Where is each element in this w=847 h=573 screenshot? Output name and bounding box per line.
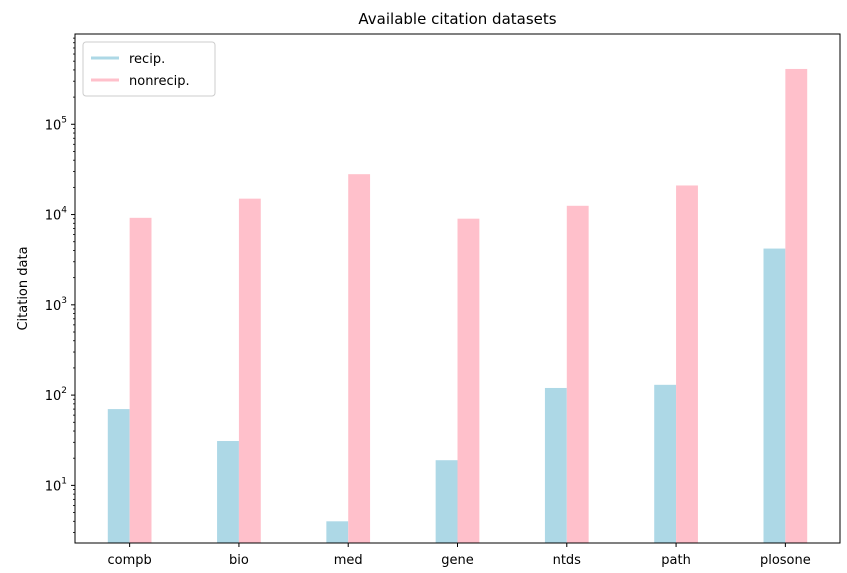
bars-group bbox=[107, 68, 808, 544]
chart-title: Available citation datasets bbox=[358, 10, 556, 28]
y-tick-label: 101 bbox=[45, 476, 67, 494]
y-axis: 101 102 103 104 105 bbox=[45, 37, 75, 533]
bar-path-recip bbox=[654, 384, 677, 543]
y-tick-label: 105 bbox=[45, 115, 67, 133]
legend-box bbox=[82, 41, 216, 97]
bar-ntds-nonrecip bbox=[566, 205, 589, 543]
bar-bio-nonrecip bbox=[238, 198, 261, 543]
x-tick-label: path bbox=[661, 553, 691, 568]
legend-label: recip. bbox=[129, 52, 165, 67]
plot-frame bbox=[74, 33, 841, 544]
x-tick-label: bio bbox=[229, 553, 249, 568]
y-axis-label: Citation data bbox=[16, 246, 31, 330]
legend-label: nonrecip. bbox=[129, 74, 190, 89]
y-tick-label: 102 bbox=[45, 386, 67, 404]
bar-bio-recip bbox=[217, 441, 239, 543]
y-tick-label: 104 bbox=[45, 206, 68, 224]
bar-plosone-recip bbox=[763, 248, 786, 543]
bar-ntds-recip bbox=[544, 387, 567, 543]
x-tick-label: compb bbox=[108, 553, 152, 568]
bar-plosone-nonrecip bbox=[785, 68, 808, 544]
y-tick-label: 103 bbox=[45, 296, 67, 314]
bar-gene-nonrecip bbox=[457, 218, 480, 544]
bar-compb-nonrecip bbox=[129, 217, 152, 543]
x-tick-label: med bbox=[334, 553, 363, 568]
x-tick-label: gene bbox=[441, 553, 474, 568]
x-tick-label: ntds bbox=[553, 553, 582, 568]
bar-med-recip bbox=[326, 521, 349, 543]
bar-med-nonrecip bbox=[348, 174, 371, 543]
legend: recip. nonrecip. bbox=[82, 41, 216, 97]
bar-path-nonrecip bbox=[676, 185, 698, 543]
bar-gene-recip bbox=[435, 460, 458, 543]
x-axis: compb bio med gene ntds path plosone bbox=[108, 543, 811, 568]
x-tick-label: plosone bbox=[760, 553, 811, 568]
bar-compb-recip bbox=[107, 409, 130, 543]
